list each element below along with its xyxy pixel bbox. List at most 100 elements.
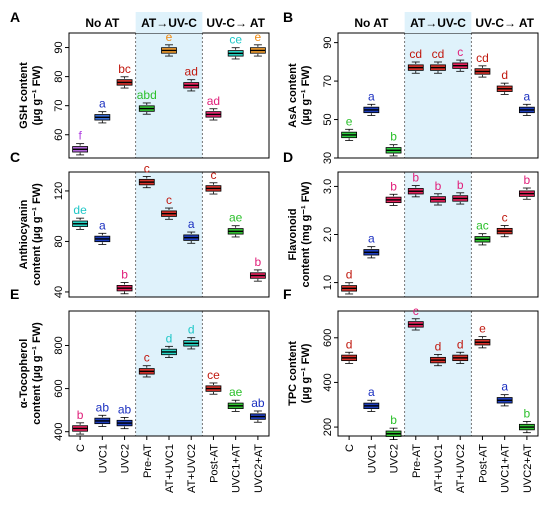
- significance-letter: c: [144, 351, 150, 365]
- significance-letter: b: [524, 173, 531, 187]
- significance-letter: b: [435, 179, 442, 193]
- significance-letter: c: [413, 304, 419, 318]
- y-axis-label: GSH content: [18, 62, 30, 129]
- significance-letter: ce: [229, 33, 242, 47]
- panel-label: A: [10, 9, 20, 25]
- significance-letter: a: [188, 217, 195, 231]
- y-tick-label: 80: [53, 70, 65, 82]
- panel-label: F: [283, 286, 292, 302]
- significance-letter: de: [73, 203, 87, 217]
- header-group-label: AT→UV-C: [141, 16, 197, 30]
- significance-letter: b: [121, 268, 128, 282]
- y-axis-label-unit: (µg g⁻¹ FW): [300, 343, 312, 403]
- significance-letter: b: [255, 255, 262, 269]
- x-tick-label: UVC1+AT: [231, 444, 243, 493]
- significance-letter: ab: [96, 400, 110, 414]
- significance-letter: a: [99, 218, 106, 232]
- significance-letter: a: [368, 385, 375, 399]
- y-axis-label-unit: (µg g⁻¹ FW): [31, 65, 43, 125]
- significance-letter: d: [435, 339, 442, 353]
- significance-letter: e: [255, 30, 262, 44]
- x-tick-label: AT+UVC2: [186, 444, 198, 493]
- significance-letter: c: [502, 211, 508, 225]
- significance-letter: ab: [251, 396, 265, 410]
- significance-letter: d: [188, 323, 195, 337]
- y-axis-label: Anthiocyanin: [18, 199, 30, 269]
- significance-letter: cd: [432, 47, 445, 61]
- y-tick-label: 600: [322, 329, 334, 347]
- significance-letter: b: [390, 179, 397, 193]
- y-tick-label: 60: [53, 129, 65, 141]
- x-tick-label: Post-AT: [477, 444, 489, 483]
- significance-letter: c: [166, 193, 172, 207]
- significance-letter: a: [368, 89, 375, 103]
- x-tick-label: Pre-AT: [411, 444, 423, 478]
- y-axis-label-unit: content (mg g⁻¹ FW): [300, 181, 312, 287]
- panel-label: E: [10, 286, 19, 302]
- y-axis-label: AsA content: [287, 63, 299, 128]
- y-tick-label: 90: [322, 36, 334, 48]
- significance-letter: f: [78, 129, 82, 143]
- significance-letter: ac: [476, 219, 489, 233]
- x-tick-label: UVC2: [120, 444, 132, 473]
- significance-letter: ad: [207, 94, 220, 108]
- x-tick-label: UVC2: [389, 444, 401, 473]
- y-axis-label: Flavonoid: [287, 209, 299, 261]
- y-tick-label: 40: [53, 286, 65, 298]
- significance-letter: ad: [185, 65, 198, 79]
- significance-letter: b: [524, 406, 531, 420]
- y-axis-label-unit: content (µg g⁻¹ FW): [31, 322, 43, 425]
- significance-letter: a: [501, 380, 508, 394]
- significance-letter: a: [524, 89, 531, 103]
- significance-letter: e: [479, 322, 486, 336]
- y-tick-label: 800: [53, 336, 65, 354]
- header-shade: [404, 12, 472, 33]
- x-tick-label: AT+UVC1: [433, 444, 445, 493]
- shaded-region: [404, 311, 472, 436]
- y-tick-label: 80: [53, 235, 65, 247]
- significance-letter: abd: [137, 88, 157, 102]
- significance-letter: bc: [118, 62, 131, 76]
- significance-letter: e: [166, 30, 173, 44]
- significance-letter: d: [346, 337, 353, 351]
- significance-letter: c: [144, 161, 150, 175]
- significance-letter: a: [368, 232, 375, 246]
- significance-letter: c: [210, 168, 216, 182]
- significance-letter: cd: [476, 51, 489, 65]
- y-axis-label-unit: (µg g⁻¹ FW): [300, 65, 312, 125]
- significance-letter: ae: [229, 385, 243, 399]
- y-tick-label: 400: [322, 373, 334, 391]
- x-tick-label: UVC1: [97, 444, 109, 473]
- significance-letter: cd: [409, 47, 422, 61]
- significance-letter: ce: [207, 368, 220, 382]
- significance-letter: ae: [229, 211, 243, 225]
- y-tick-label: 70: [322, 75, 334, 87]
- y-tick-label: 400: [53, 423, 65, 441]
- shaded-region: [404, 33, 472, 158]
- significance-letter: d: [457, 337, 464, 351]
- header-group-label: No AT: [85, 16, 120, 30]
- header-group-label: UV-C→ AT: [206, 16, 265, 30]
- y-tick-label: 120: [53, 182, 65, 200]
- x-tick-label: UVC2+AT: [253, 444, 265, 493]
- header-shade: [135, 12, 203, 33]
- x-tick-label: Post-AT: [208, 444, 220, 483]
- x-tick-label: UVC2+AT: [522, 444, 534, 493]
- y-tick-label: 30: [322, 152, 334, 164]
- y-tick-label: 600: [53, 379, 65, 397]
- significance-letter: b: [457, 178, 464, 192]
- x-tick-label: C: [344, 444, 356, 452]
- y-axis-label-unit: content (µg g⁻¹ FW): [31, 183, 43, 286]
- header-group-label: AT→UV-C: [410, 16, 466, 30]
- significance-letter: b: [390, 130, 397, 144]
- y-axis-label: TPC content: [287, 341, 299, 406]
- y-tick-label: 70: [53, 100, 65, 112]
- x-tick-label: AT+UVC2: [455, 444, 467, 493]
- x-tick-label: Pre-AT: [142, 444, 154, 478]
- significance-letter: b: [412, 171, 419, 185]
- panel-f: F 200 400 600 TPC content (µg g⁻¹ FW) d a b c d d e a…: [283, 286, 539, 493]
- y-tick-label: 200: [322, 418, 334, 436]
